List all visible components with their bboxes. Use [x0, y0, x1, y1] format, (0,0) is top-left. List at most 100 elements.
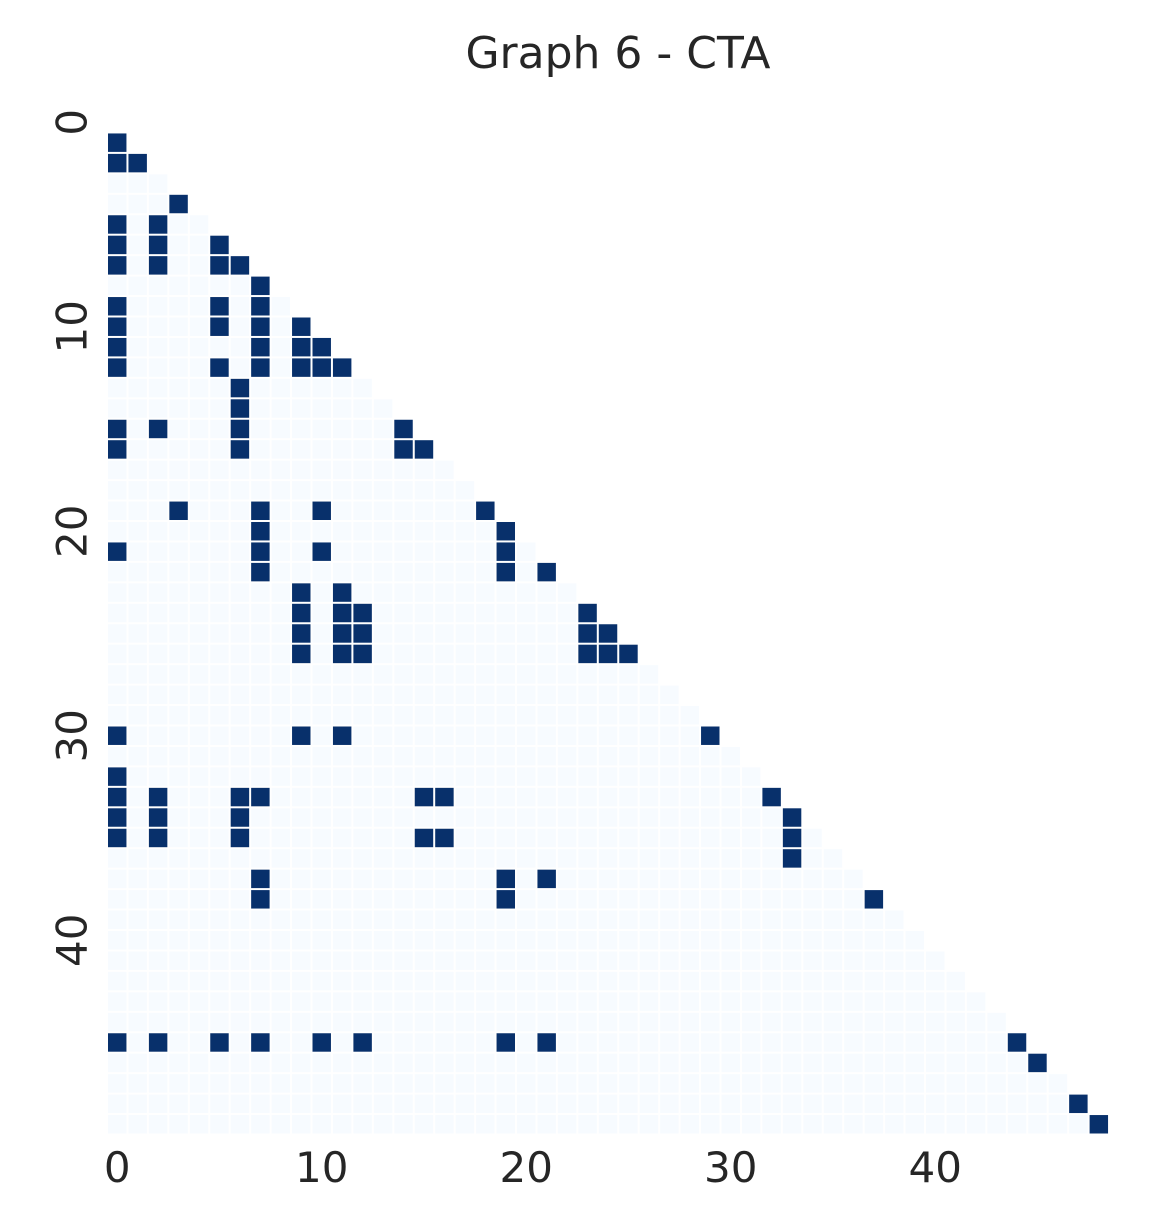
heatmap-cell-empty	[251, 931, 270, 950]
heatmap-cell-empty	[782, 910, 802, 929]
heatmap-cell-empty	[680, 1012, 700, 1032]
heatmap-cell-empty	[108, 562, 127, 582]
heatmap-cell-empty	[741, 1115, 761, 1134]
heatmap-cell-empty	[332, 1094, 352, 1114]
heatmap-cell-empty	[496, 828, 515, 848]
heatmap-cell-empty	[189, 501, 209, 520]
heatmap-cell-empty	[169, 562, 188, 582]
heatmap-cell-empty	[230, 726, 250, 745]
heatmap-cell-empty	[189, 746, 209, 766]
heatmap-cell-empty	[987, 1074, 1006, 1093]
heatmap-cell-filled	[332, 624, 352, 643]
heatmap-cell-empty	[557, 849, 577, 868]
heatmap-cell-empty	[476, 665, 495, 684]
heatmap-cell-empty	[108, 194, 127, 214]
heatmap-cell-empty	[251, 460, 270, 480]
heatmap-cell-empty	[312, 746, 331, 766]
heatmap-cell-empty	[557, 890, 577, 909]
heatmap-cell-empty	[435, 603, 454, 623]
heatmap-cell-empty	[680, 931, 700, 950]
heatmap-cell-filled	[108, 337, 127, 357]
heatmap-cell-filled	[312, 542, 331, 561]
heatmap-cell-empty	[128, 910, 147, 929]
heatmap-cell-empty	[353, 910, 372, 929]
heatmap-cell-empty	[189, 337, 209, 357]
heatmap-cell-empty	[680, 971, 700, 991]
heatmap-cell-empty	[803, 910, 822, 929]
heatmap-cell-empty	[312, 522, 331, 541]
heatmap-cell-empty	[496, 931, 515, 950]
heatmap-cell-empty	[271, 1012, 291, 1032]
heatmap-cell-empty	[312, 726, 331, 745]
heatmap-cell-empty	[210, 276, 229, 296]
heatmap-cell-empty	[230, 1074, 250, 1093]
heatmap-cell-empty	[762, 890, 781, 909]
heatmap-cell-empty	[148, 644, 168, 664]
heatmap-cell-empty	[741, 1094, 761, 1114]
heatmap-cell-empty	[823, 1115, 843, 1134]
heatmap-cell-empty	[128, 276, 147, 296]
heatmap-cell-empty	[108, 971, 127, 991]
heatmap-cell-filled	[230, 399, 250, 418]
heatmap-cell-empty	[414, 849, 434, 868]
heatmap-cell-empty	[169, 931, 188, 950]
heatmap-cell-empty	[148, 726, 168, 745]
heatmap-cell-empty	[885, 1053, 904, 1073]
heatmap-cell-empty	[128, 1012, 147, 1032]
heatmap-cell-filled	[108, 726, 127, 745]
heatmap-cell-empty	[332, 828, 352, 848]
heatmap-cell-empty	[169, 726, 188, 745]
x-tick-label: 40	[909, 1143, 962, 1192]
heatmap-cell-empty	[660, 1074, 679, 1093]
heatmap-cell-empty	[414, 644, 434, 664]
heatmap-cell-empty	[210, 378, 229, 398]
heatmap-cell-empty	[271, 706, 291, 725]
heatmap-cell-empty	[292, 562, 311, 582]
heatmap-cell-empty	[373, 460, 393, 480]
heatmap-cell-empty	[373, 522, 393, 541]
heatmap-cell-empty	[251, 1012, 270, 1032]
heatmap-cell-empty	[189, 419, 209, 439]
heatmap-cell-empty	[741, 971, 761, 991]
heatmap-cell-empty	[476, 746, 495, 766]
heatmap-cell-empty	[353, 1053, 372, 1073]
heatmap-cell-empty	[598, 1033, 618, 1052]
heatmap-cell-empty	[394, 1115, 413, 1134]
heatmap-cell-empty	[721, 1012, 740, 1032]
heatmap-cell-empty	[578, 1012, 597, 1032]
heatmap-cell-empty	[292, 971, 311, 991]
heatmap-cell-empty	[557, 685, 577, 705]
heatmap-cell-empty	[660, 1115, 679, 1134]
heatmap-cell-filled	[1028, 1053, 1047, 1073]
heatmap-cell-empty	[639, 726, 659, 745]
heatmap-cell-empty	[332, 1033, 352, 1052]
heatmap-cell-empty	[680, 849, 700, 868]
heatmap-cell-empty	[373, 665, 393, 684]
heatmap-cell-empty	[148, 1094, 168, 1114]
heatmap-cell-empty	[230, 1115, 250, 1134]
heatmap-cell-empty	[557, 931, 577, 950]
heatmap-cell-empty	[414, 971, 434, 991]
heatmap-cell-empty	[476, 562, 495, 582]
heatmap-cell-empty	[639, 767, 659, 786]
heatmap-cell-empty	[435, 562, 454, 582]
heatmap-cell-empty	[966, 1053, 986, 1073]
heatmap-cell-empty	[782, 951, 802, 970]
heatmap-cell-empty	[455, 1053, 475, 1073]
heatmap-cell-empty	[292, 828, 311, 848]
heatmap-cell-empty	[108, 378, 127, 398]
heatmap-cell-empty	[292, 1033, 311, 1052]
heatmap-cell-empty	[189, 256, 209, 275]
heatmap-cell-empty	[476, 624, 495, 643]
heatmap-cell-empty	[394, 665, 413, 684]
heatmap-cell-empty	[721, 787, 740, 807]
heatmap-cell-empty	[782, 1074, 802, 1093]
heatmap-cell-empty	[373, 910, 393, 929]
heatmap-cell-empty	[926, 1094, 945, 1114]
heatmap-cell-empty	[517, 992, 536, 1011]
heatmap-cell-empty	[598, 971, 618, 991]
heatmap-cell-empty	[721, 1033, 740, 1052]
heatmap-cell-empty	[210, 562, 229, 582]
heatmap-cell-empty	[578, 767, 597, 786]
heatmap-cell-empty	[312, 890, 331, 909]
